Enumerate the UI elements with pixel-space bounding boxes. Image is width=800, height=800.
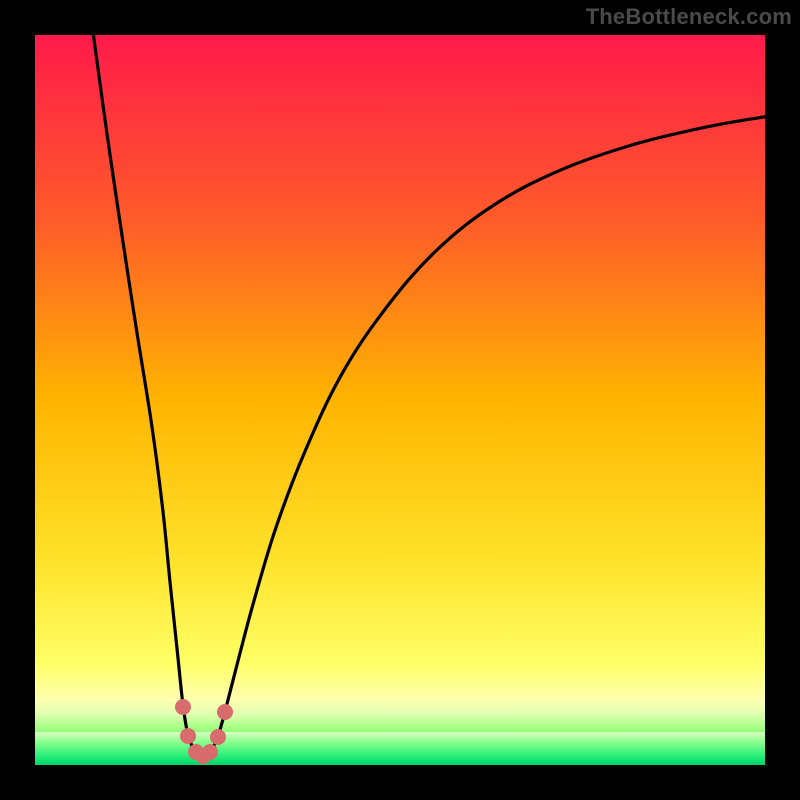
watermark-text: TheBottleneck.com bbox=[586, 4, 792, 30]
curve-markers-group bbox=[35, 35, 765, 765]
chart-container: TheBottleneck.com bbox=[0, 0, 800, 800]
curve-marker bbox=[210, 729, 226, 745]
curve-marker bbox=[202, 744, 218, 760]
curve-marker bbox=[217, 704, 233, 720]
curve-marker bbox=[180, 728, 196, 744]
plot-area bbox=[35, 35, 765, 765]
curve-marker bbox=[175, 699, 191, 715]
